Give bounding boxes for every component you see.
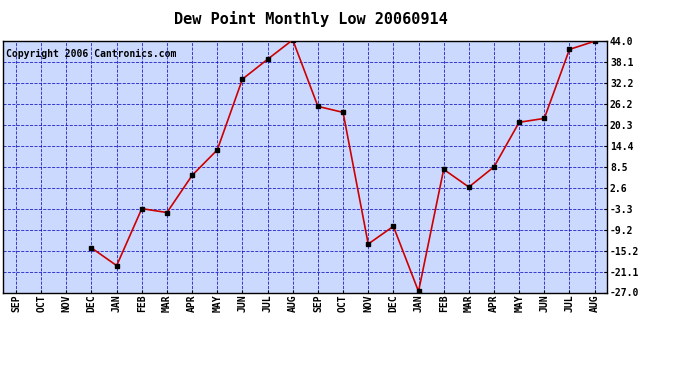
- Text: Copyright 2006 Cantronics.com: Copyright 2006 Cantronics.com: [6, 49, 177, 59]
- Text: Dew Point Monthly Low 20060914: Dew Point Monthly Low 20060914: [174, 11, 447, 27]
